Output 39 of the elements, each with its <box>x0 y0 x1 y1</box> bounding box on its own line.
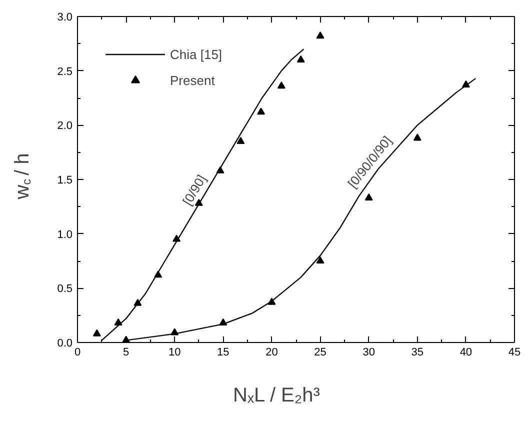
point <box>316 256 324 264</box>
point <box>92 329 101 336</box>
point <box>364 193 373 200</box>
point <box>216 166 224 174</box>
x-axis-title: NₓL / E₂h³ <box>233 384 320 406</box>
y-tick-label: 1.5 <box>57 174 73 186</box>
point <box>170 328 179 336</box>
point <box>134 298 142 306</box>
point <box>154 270 162 278</box>
point <box>172 234 181 242</box>
x-tick-label: 10 <box>168 346 181 358</box>
x-tick-label: 20 <box>266 346 278 358</box>
x-tick-label: 0 <box>74 346 81 358</box>
x-tick-label: 40 <box>460 346 472 358</box>
point <box>316 32 324 39</box>
x-tick-label: 25 <box>314 346 326 358</box>
legend-label: Chia [15] <box>170 46 222 62</box>
x-tick-label: 45 <box>508 346 521 358</box>
x-tick-label: 30 <box>362 346 375 358</box>
y-tick-label: 0.5 <box>57 283 73 296</box>
y-tick-label: 1.0 <box>57 228 73 241</box>
point <box>413 134 422 141</box>
y-tick-label: 0.0 <box>57 338 73 350</box>
y-axis-title: wc / h <box>12 153 34 200</box>
x-tick-label: 35 <box>411 346 424 358</box>
y-tick-label: 2.0 <box>57 120 73 132</box>
point <box>277 82 286 89</box>
point <box>236 136 245 144</box>
point <box>257 108 266 115</box>
point <box>296 55 305 62</box>
legend-label: Present <box>170 72 215 88</box>
y-tick-label: 2.5 <box>57 66 73 78</box>
point <box>219 318 228 326</box>
point <box>114 318 122 326</box>
point <box>268 298 276 305</box>
point <box>462 80 470 88</box>
x-tick-label: 5 <box>122 346 130 358</box>
x-tick-label: 15 <box>217 346 230 358</box>
y-tick-label: 3.0 <box>57 12 73 24</box>
